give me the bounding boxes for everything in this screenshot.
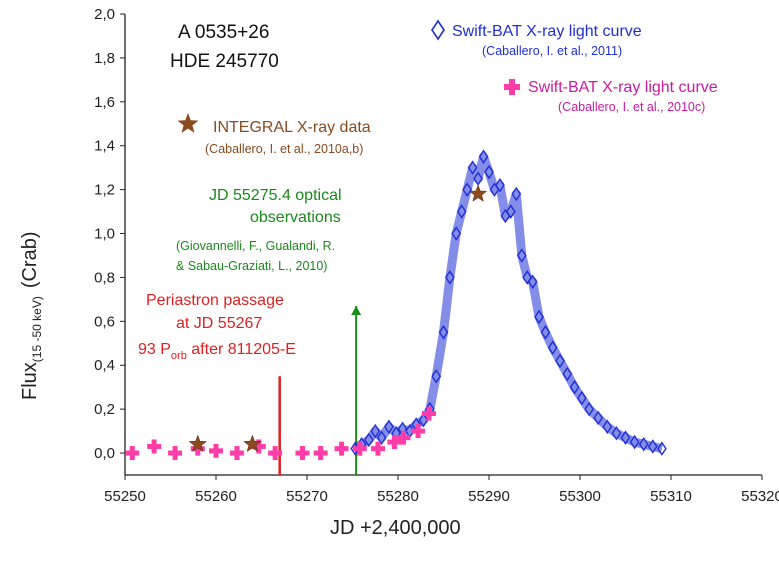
x-tick-label: 55300 <box>559 488 601 505</box>
data-point <box>251 439 266 454</box>
data-point <box>168 446 183 461</box>
legend-swift-bat-2010c-label: Swift-BAT X-ray light curve <box>528 79 718 96</box>
legend-star-icon <box>177 113 199 133</box>
source-name: A 0535+26 <box>178 22 269 43</box>
y-tick-label: 1,8 <box>94 50 115 67</box>
periastron-line3-sub: orb <box>171 350 187 362</box>
legend-swift-bat-2011-label: Swift-BAT X-ray light curve <box>452 23 642 40</box>
data-point <box>387 435 402 450</box>
data-point <box>295 446 310 461</box>
data-point <box>188 434 208 453</box>
data-point <box>125 446 140 461</box>
periastron-line3: 93 Porb after 811205-E <box>138 341 296 362</box>
y-tick-label: 0,6 <box>94 313 115 330</box>
optical-line3: (Giovannelli, F., Gualandi, R. <box>176 239 335 253</box>
periastron-line3-post: after 811205-E <box>187 341 296 358</box>
legend-integral-label: INTEGRAL X-ray data <box>213 119 371 136</box>
legend-swift-bat-2010c-citation: (Caballero, I. et al., 2010c) <box>558 100 705 114</box>
data-point <box>468 184 488 202</box>
data-point <box>243 434 262 453</box>
data-point <box>370 441 385 456</box>
x-tick-label: 55290 <box>468 488 510 505</box>
tick-labels: 55250 55260 55270 55280 55290 55300 55310 55320… <box>94 6 779 505</box>
data-point <box>352 441 367 456</box>
data-point <box>268 446 283 461</box>
periastron-line3-pre: 93 P <box>138 341 171 358</box>
data-point <box>396 430 411 445</box>
legend-swift-bat-2011: Swift-BAT X-ray light curve (Caballero, … <box>431 19 642 58</box>
axes <box>120 13 763 480</box>
optical-line2: observations <box>250 209 341 226</box>
y-axis-title-main: Flux <box>19 362 41 400</box>
optical-line1: JD 55275.4 optical <box>209 187 342 204</box>
y-axis-title-unit: (Crab) <box>19 232 41 289</box>
x-tick-label: 55280 <box>377 488 419 505</box>
x-tick-label: 55310 <box>650 488 692 505</box>
legend-diamond-icon <box>431 19 445 41</box>
data-point <box>313 446 328 461</box>
optical-arrowhead <box>351 305 362 315</box>
periastron-line2: at JD 55267 <box>176 315 262 332</box>
optical-line4: & Sabau-Graziati, L., 2010) <box>176 259 327 273</box>
light-curve-band <box>352 152 663 454</box>
series-swift-bat-2011 <box>350 149 667 456</box>
source-counterpart: HDE 245770 <box>170 51 279 72</box>
x-axis-title: JD +2,400,000 <box>330 517 461 539</box>
data-point <box>190 441 205 456</box>
data-point <box>209 443 223 458</box>
y-tick-label: 1,0 <box>94 226 115 243</box>
legend-integral: INTEGRAL X-ray data (Caballero, I. et al… <box>177 113 371 156</box>
legend-swift-bat-2011-citation: (Caballero, I. et al., 2011) <box>482 44 622 58</box>
y-tick-label: 0,0 <box>94 445 115 462</box>
optical-annotation: JD 55275.4 optical observations (Giovann… <box>176 187 342 273</box>
y-axis-title: Flux(15 -50 keV) (Crab) <box>19 232 44 401</box>
x-tick-label: 55270 <box>286 488 328 505</box>
data-point <box>411 424 426 439</box>
x-tick-label: 55260 <box>195 488 237 505</box>
y-tick-label: 0,4 <box>94 357 115 374</box>
y-tick-label: 0,2 <box>94 401 115 418</box>
data-point <box>147 439 162 454</box>
data-point <box>421 406 436 421</box>
legend-plus-v <box>509 79 515 95</box>
y-tick-label: 0,8 <box>94 269 115 286</box>
y-tick-label: 1,2 <box>94 182 115 199</box>
svg-text:Flux(15 -50 keV)(Crab): Flux(15 -50 keV) (Crab) <box>19 232 44 401</box>
periastron-annotation: Periastron passage at JD 55267 93 Porb a… <box>138 292 296 362</box>
y-tick-label: 1,6 <box>94 94 115 111</box>
legend-swift-bat-2010c: Swift-BAT X-ray light curve (Caballero, … <box>504 79 718 114</box>
series-swift-bat-2010c <box>125 406 436 461</box>
legend-integral-citation: (Caballero, I. et al., 2010a,b) <box>205 142 363 156</box>
periastron-line1: Periastron passage <box>146 292 284 309</box>
data-point <box>229 446 244 461</box>
y-axis-title-sub: (15 -50 keV) <box>30 296 44 362</box>
series-integral <box>188 184 488 453</box>
x-tick-label: 55320 <box>741 488 779 505</box>
x-tick-label: 55250 <box>104 488 146 505</box>
y-tick-label: 2,0 <box>94 6 115 23</box>
data-point <box>334 441 349 456</box>
y-tick-label: 1,4 <box>94 138 115 155</box>
